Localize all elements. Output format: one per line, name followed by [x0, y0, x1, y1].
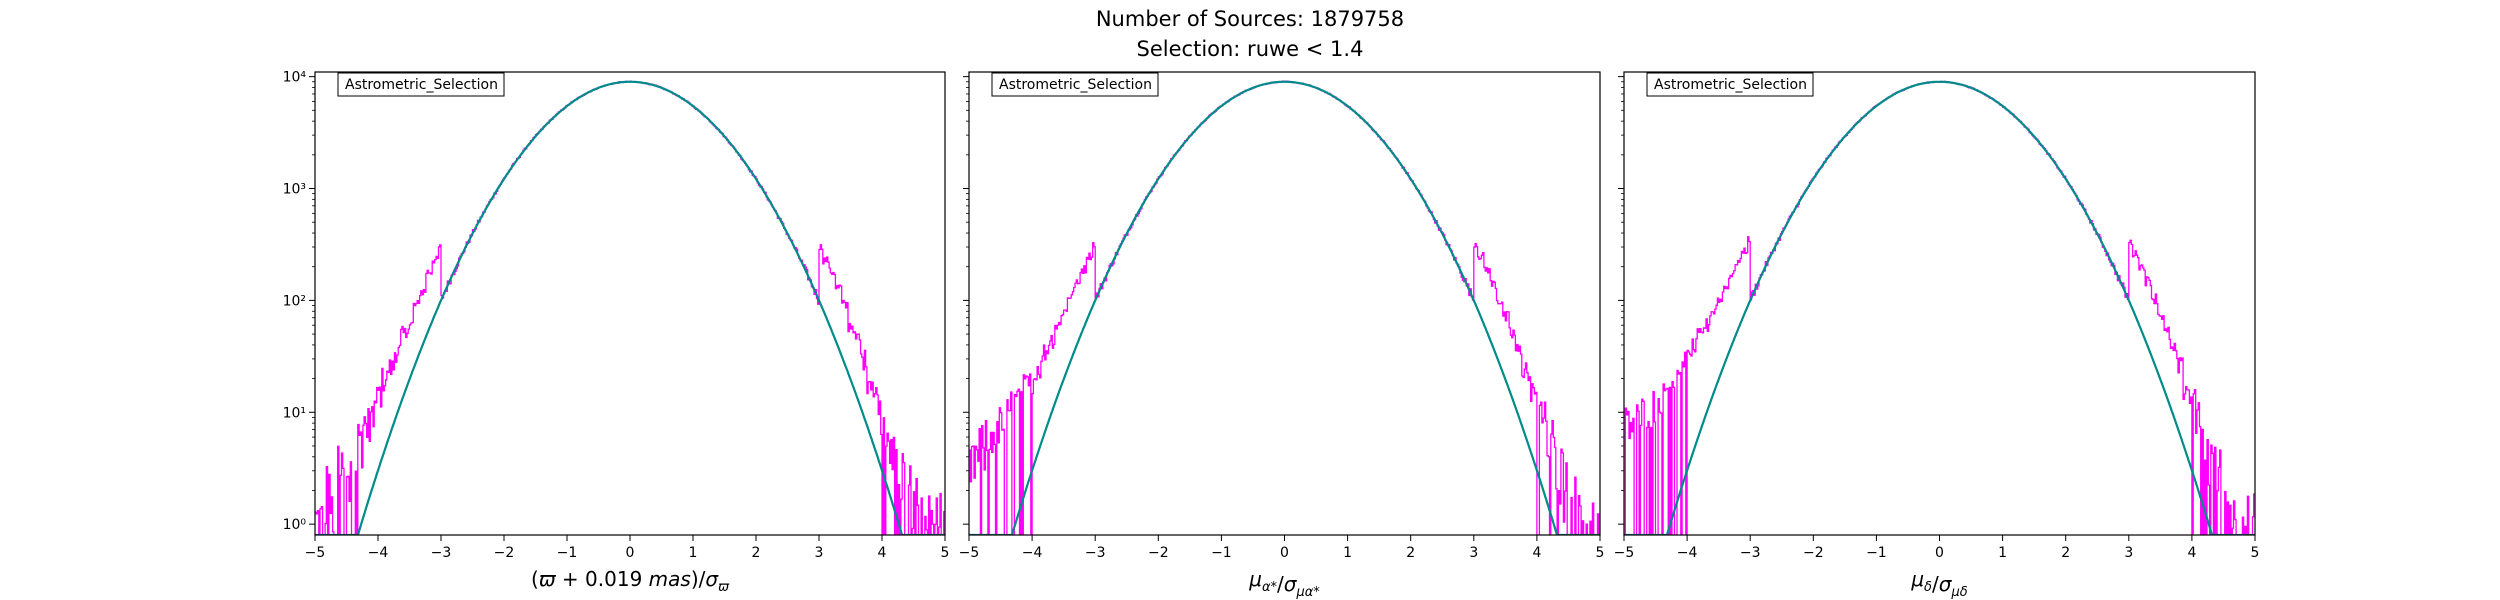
x-tick-label: −4 [1022, 545, 1043, 561]
legend-label: Astrometric_Selection [1654, 77, 1807, 93]
model-curve [315, 80, 945, 535]
axes-frame [968, 71, 1601, 536]
legend-box [337, 72, 505, 97]
x-axis-label-part: μα* [1295, 585, 1320, 600]
x-tick-label: 2 [1406, 545, 1415, 561]
x-tick-label: −2 [1803, 545, 1824, 561]
x-axis-label-part: μδ [1950, 585, 1967, 600]
x-axis-label-part: ( [531, 567, 539, 591]
x-axis-label-part: mas [649, 567, 691, 591]
x-tick-label: 4 [2187, 545, 2196, 561]
chart-panel-3: −5 −4 −3 −2 −1 0 1 2 3 4 5Astrometric_Selectionμδ/… [1614, 71, 2260, 600]
legend: Astrometric_Selection [991, 72, 1159, 97]
axes-frame [1623, 71, 2256, 536]
chart-panel-1: −5 −4 −3 −2 −1 0 1 2 3 4 5 10⁰ 10¹ 10² 10³ 10⁴ Astrometr… [283, 70, 950, 595]
x-axis-label-part: μ [1910, 567, 1924, 591]
axes-frame [314, 71, 946, 536]
x-tick-label: 1 [1343, 545, 1352, 561]
x-axis-label-part: μ [1248, 567, 1262, 591]
x-tick-label: 3 [2124, 545, 2133, 561]
x-axis-label-part: σ [1284, 572, 1298, 596]
x-tick-label: 0 [1280, 545, 1289, 561]
histogram-series [315, 80, 945, 535]
legend: Astrometric_Selection [337, 72, 505, 97]
histogram-series [969, 80, 1600, 535]
x-tick-label: 5 [1596, 545, 1605, 561]
legend-box [1646, 72, 1814, 97]
x-axis-label: (ϖ + 0.019 mas)/σϖ [531, 567, 730, 595]
legend-label: Astrometric_Selection [999, 77, 1152, 93]
legend-label: Astrometric_Selection [345, 77, 498, 93]
y-tick-label: 10¹ [283, 405, 306, 421]
x-axis-label-part: σ [1939, 572, 1953, 596]
x-tick-label: 5 [941, 545, 950, 561]
x-axis-label-part: + 0.019 [556, 567, 649, 591]
x-tick-label: −2 [1148, 545, 1169, 561]
x-tick-label: 3 [1469, 545, 1478, 561]
x-tick-label: 1 [1998, 545, 2007, 561]
x-tick-label: −5 [959, 545, 980, 561]
histogram-series [1624, 80, 2255, 535]
x-axis-label-part: / [1932, 572, 1939, 596]
figure-subtitle: Selection: ruwe < 1.4 [1136, 37, 1364, 61]
x-axis-label-part: ϖ [718, 580, 730, 595]
plot-area [1624, 80, 2255, 535]
x-axis-label: μδ/σμδ [1910, 567, 1967, 600]
x-axis-label-part: / [1277, 572, 1284, 596]
x-tick-label: 3 [815, 545, 824, 561]
x-tick-label: −5 [305, 545, 326, 561]
legend-box [991, 72, 1159, 97]
figure-title: Number of Sources: 1879758 [1095, 7, 1405, 31]
x-axis-label: μα*/σμα* [1248, 567, 1320, 600]
x-tick-label: 0 [1935, 545, 1944, 561]
x-axis-label-part: )/ [691, 567, 706, 591]
y-tick-label: 10⁰ [283, 517, 307, 533]
x-tick-label: −5 [1614, 545, 1635, 561]
x-tick-label: 4 [878, 545, 887, 561]
legend: Astrometric_Selection [1646, 72, 1814, 97]
plot-area [969, 80, 1600, 535]
x-tick-label: 5 [2251, 545, 2260, 561]
chart-panel-2: −5 −4 −3 −2 −1 0 1 2 3 4 5 Astrometric_Selection μα*… [959, 71, 1605, 600]
x-tick-label: −2 [494, 545, 515, 561]
x-tick-label: 2 [752, 545, 761, 561]
x-tick-label: 2 [2061, 545, 2070, 561]
y-tick-label: 10² [283, 293, 306, 309]
x-axis-label-part: σ [705, 567, 719, 591]
plot-area [315, 80, 945, 535]
x-tick-label: −4 [1677, 545, 1698, 561]
x-tick-label: 0 [626, 545, 635, 561]
x-tick-label: 1 [689, 545, 698, 561]
x-axis-label-part: ϖ [539, 567, 557, 591]
model-curve [969, 80, 1600, 535]
x-axis-label-part: δ [1924, 580, 1932, 595]
x-axis-label-part: α* [1262, 580, 1278, 595]
x-tick-label: −1 [1211, 545, 1232, 561]
x-tick-label: 4 [1532, 545, 1541, 561]
y-tick-label: 10⁴ [283, 70, 307, 86]
x-tick-label: −4 [368, 545, 389, 561]
x-tick-label: −3 [431, 545, 452, 561]
x-tick-label: −3 [1740, 545, 1761, 561]
x-tick-label: −1 [557, 545, 578, 561]
model-curve [1624, 80, 2255, 535]
x-tick-label: −1 [1866, 545, 1887, 561]
x-tick-label: −3 [1085, 545, 1106, 561]
y-tick-label: 10³ [283, 182, 306, 198]
